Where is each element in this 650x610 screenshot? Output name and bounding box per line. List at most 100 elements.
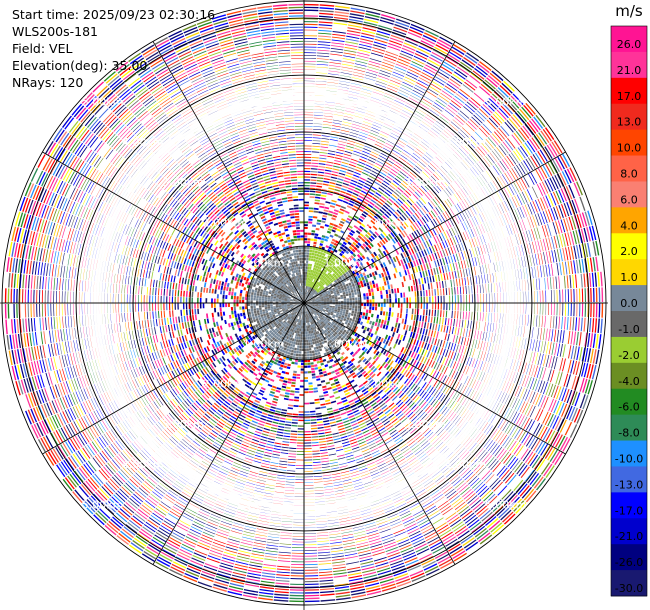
range-gate <box>409 66 421 73</box>
range-gate <box>379 198 386 204</box>
range-gate <box>316 222 321 225</box>
range-gate <box>492 165 500 176</box>
range-gate <box>364 435 372 439</box>
range-gate <box>406 269 410 275</box>
range-gate <box>344 256 348 261</box>
range-gate <box>500 419 507 430</box>
range-gate <box>423 95 434 103</box>
range-gate <box>492 445 500 455</box>
range-gate <box>432 104 443 112</box>
range-gate <box>502 421 509 432</box>
range-gate <box>362 210 369 216</box>
range-gate <box>327 81 339 84</box>
range-gate <box>515 325 517 336</box>
range-gate <box>532 392 539 405</box>
range-gate <box>379 155 387 160</box>
range-gate <box>541 315 543 328</box>
range-gate <box>345 148 354 152</box>
range-gate <box>447 238 451 247</box>
range-gate <box>423 335 427 342</box>
range-gate <box>404 520 416 527</box>
range-gate <box>306 246 310 250</box>
range-gate <box>426 61 439 69</box>
range-gate <box>313 279 316 283</box>
range-gate <box>336 261 340 265</box>
range-gate <box>425 290 428 297</box>
range-gate <box>306 291 308 295</box>
range-gate <box>314 199 320 202</box>
range-gate <box>319 243 323 247</box>
range-gate <box>337 306 341 309</box>
range-gate <box>369 172 377 177</box>
range-gate <box>455 262 458 270</box>
range-gate <box>443 189 450 198</box>
range-gate <box>314 262 317 266</box>
range-gate <box>522 402 528 414</box>
range-gate <box>353 215 359 220</box>
range-gate <box>421 37 436 45</box>
range-gate <box>320 258 324 262</box>
range-gate <box>444 265 447 273</box>
range-gate <box>393 273 397 279</box>
range-gate <box>304 145 312 147</box>
range-gate <box>372 295 375 300</box>
range-gate <box>333 22 348 26</box>
range-gate <box>466 139 476 149</box>
range-gate <box>455 353 460 361</box>
range-gate <box>340 304 344 308</box>
range-gate <box>314 95 326 97</box>
range-gate <box>426 464 435 471</box>
range-gate <box>336 100 347 103</box>
range-gate <box>355 110 366 114</box>
range-gate <box>476 110 487 120</box>
range-gate <box>340 308 344 312</box>
range-gate <box>483 140 492 151</box>
range-gate <box>511 371 516 382</box>
range-gate <box>382 276 386 282</box>
range-gate <box>385 51 399 57</box>
range-gate <box>336 269 340 273</box>
range-gate <box>375 178 382 184</box>
range-gate <box>314 253 317 257</box>
range-gate <box>419 143 428 150</box>
range-gate <box>423 529 436 537</box>
range-gate <box>398 460 407 466</box>
range-gate <box>503 80 515 92</box>
range-gate <box>442 257 446 265</box>
range-gate <box>304 184 310 187</box>
range-gate <box>354 239 359 244</box>
range-gate <box>437 38 452 48</box>
range-gate <box>359 443 367 448</box>
range-gate <box>314 106 324 108</box>
range-gate <box>423 322 427 329</box>
range-gate <box>334 233 339 237</box>
range-gate <box>502 282 504 292</box>
range-gate <box>480 293 482 303</box>
range-gate <box>535 199 541 212</box>
range-gate <box>368 229 374 235</box>
range-gate <box>320 264 324 268</box>
range-gate <box>328 246 332 250</box>
range-gate <box>314 290 317 294</box>
range-gate <box>580 317 583 332</box>
range-gate <box>304 165 311 167</box>
range-gate <box>324 277 328 281</box>
range-gate <box>435 184 442 192</box>
range-gate <box>318 287 322 291</box>
range-gate <box>305 291 307 295</box>
range-gate <box>447 333 450 342</box>
range-gate <box>339 269 344 273</box>
range-gate <box>313 123 323 125</box>
range-gate <box>390 132 400 138</box>
range-gate <box>491 283 493 293</box>
range-gate <box>407 31 422 39</box>
range-gate <box>304 52 317 54</box>
range-gate <box>380 311 383 316</box>
range-gate <box>434 496 445 504</box>
field-label: Field: VEL <box>12 41 73 56</box>
range-gate <box>520 325 523 337</box>
range-gate <box>356 291 360 295</box>
range-gate <box>466 259 469 268</box>
range-gate <box>411 462 420 468</box>
range-gate <box>436 363 441 371</box>
